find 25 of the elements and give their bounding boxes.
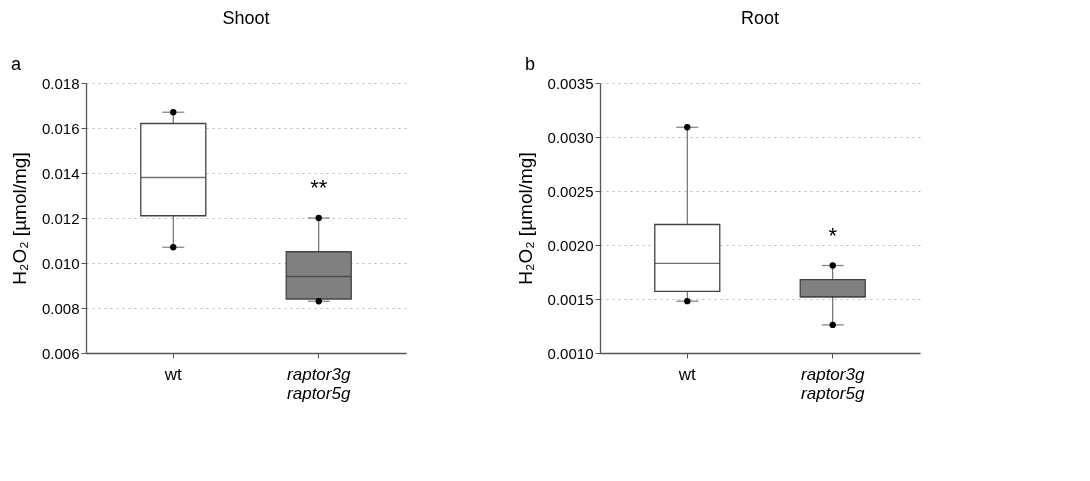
x-tick-label: raptor3g raptor5g	[287, 364, 351, 403]
x-tick-label: raptor3g raptor5g	[801, 364, 865, 403]
chart-title: Root	[740, 8, 780, 28]
y-tick-label: 0.0015	[547, 290, 594, 308]
chart-title: Shoot	[222, 8, 270, 28]
x-tick-label: wt	[677, 364, 697, 384]
y-axis-title: H₂O₂ [µmol/mg]	[8, 152, 30, 285]
y-tick-label: 0.0030	[547, 128, 594, 146]
y-axis-title: H₂O₂ [µmol/mg]	[514, 152, 536, 285]
annotation: *	[828, 222, 838, 248]
y-tick-label: 0.016	[41, 119, 80, 137]
x-tick-label: wt	[163, 364, 183, 384]
y-tick-label: 0.008	[41, 299, 80, 317]
y-tick-label: 0.0020	[547, 236, 594, 254]
y-tick-label: 0.018	[41, 74, 80, 92]
annotation: **	[310, 175, 328, 200]
y-tick-label: 0.0010	[547, 344, 594, 362]
y-tick-label: 0.0025	[547, 182, 594, 200]
y-tick-label: 0.0035	[547, 74, 594, 92]
y-tick-label: 0.012	[41, 209, 80, 227]
y-tick-label: 0.006	[41, 344, 80, 362]
y-tick-label: 0.010	[41, 254, 80, 272]
text: a	[11, 54, 22, 74]
text: b	[525, 54, 536, 74]
y-tick-label: 0.014	[41, 164, 80, 182]
